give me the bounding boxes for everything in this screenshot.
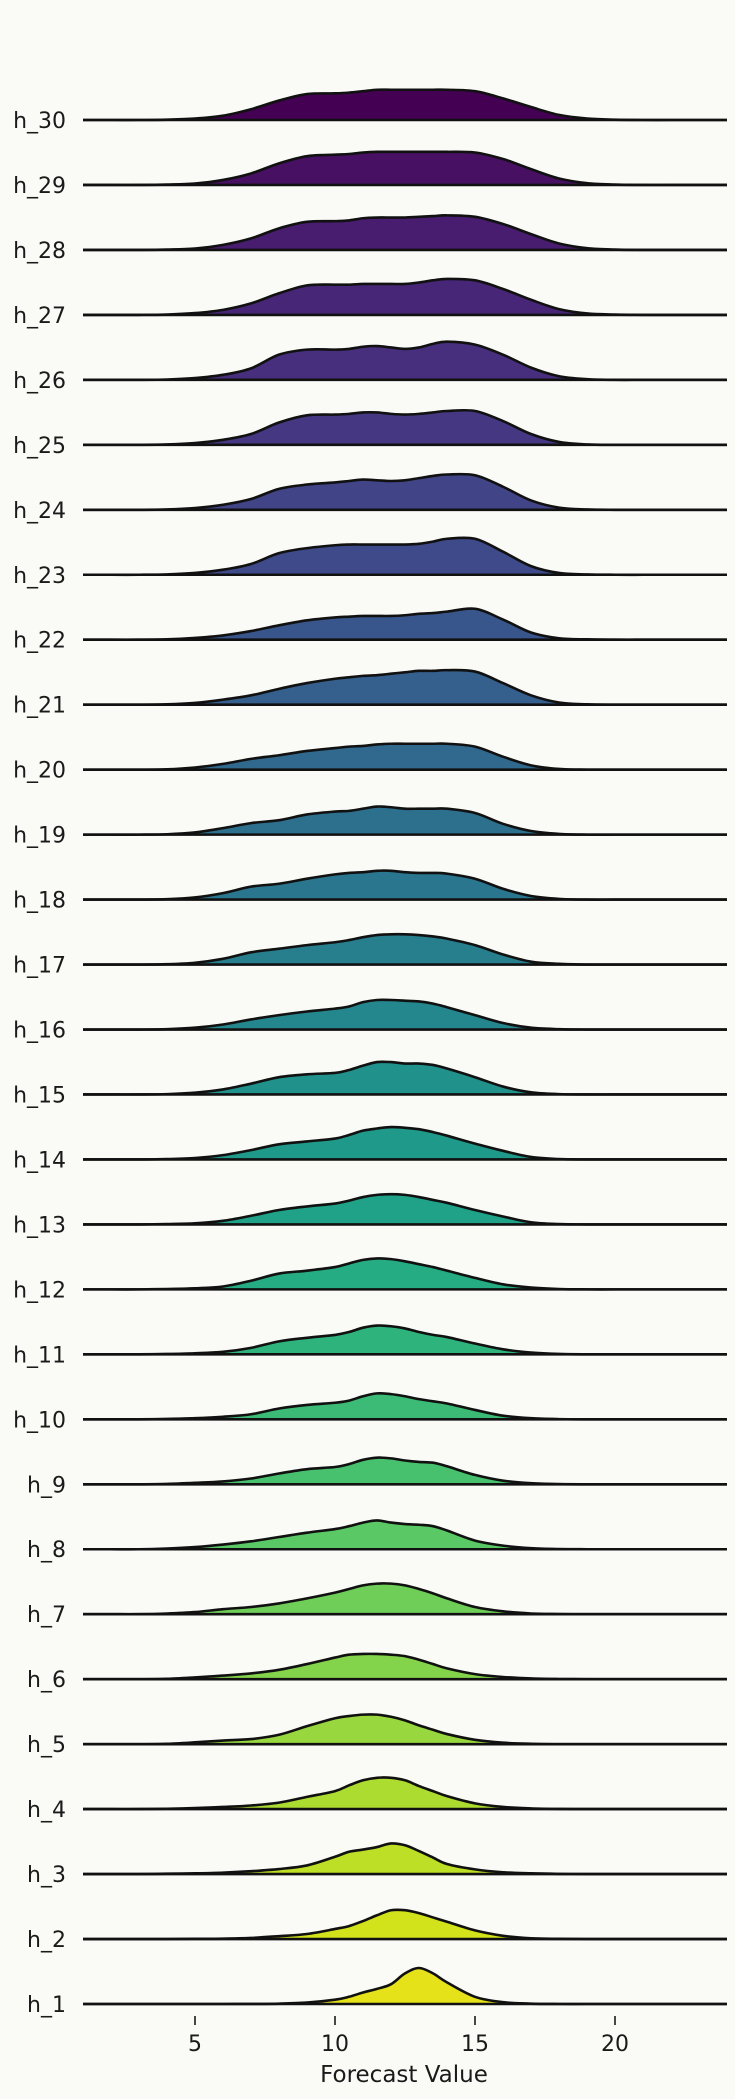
density-area xyxy=(83,1714,727,1745)
density-area xyxy=(83,1393,727,1420)
density-area xyxy=(83,1843,727,1875)
ridge-h-11: h_11 xyxy=(13,1324,727,1368)
row-label: h_2 xyxy=(27,1928,66,1953)
density-area xyxy=(83,1520,727,1550)
ridge-h-21: h_21 xyxy=(13,668,727,719)
density-area xyxy=(83,1325,727,1355)
density-area xyxy=(83,1061,727,1095)
density-area xyxy=(83,1258,727,1290)
row-label: h_3 xyxy=(27,1863,66,1888)
row-label: h_6 xyxy=(27,1668,66,1693)
ridge-h-27: h_27 xyxy=(13,277,727,329)
ridge-h-2: h_2 xyxy=(27,1908,727,1953)
ridge-h-16: h_16 xyxy=(13,998,727,1044)
density-area xyxy=(83,1653,727,1680)
row-label: h_8 xyxy=(27,1538,66,1563)
row-label: h_24 xyxy=(13,499,66,524)
row-label: h_7 xyxy=(27,1603,66,1628)
row-label: h_17 xyxy=(13,954,66,979)
row-label: h_20 xyxy=(13,759,66,784)
density-area xyxy=(83,1777,727,1810)
ridge-h-3: h_3 xyxy=(27,1842,727,1888)
density-area xyxy=(83,743,727,770)
x-tick-label: 15 xyxy=(461,2032,489,2057)
ridge-h-19: h_19 xyxy=(13,805,727,849)
density-area xyxy=(83,89,727,121)
ridge-h-14: h_14 xyxy=(13,1125,727,1173)
row-label: h_15 xyxy=(13,1083,66,1108)
row-label: h_30 xyxy=(13,109,66,134)
density-area xyxy=(83,1194,727,1225)
density-area xyxy=(83,608,727,640)
density-area xyxy=(83,999,727,1030)
ridge-h-18: h_18 xyxy=(13,869,727,914)
row-label: h_5 xyxy=(27,1733,66,1758)
row-label: h_25 xyxy=(13,434,66,459)
row-label: h_22 xyxy=(13,629,66,654)
ridgeline-plot-area: h_30 h_29 h_28 h_27 h_26 h_25 h_24 h_23 h_22 h_21… xyxy=(13,88,727,2018)
row-label: h_19 xyxy=(13,824,66,849)
row-label: h_10 xyxy=(13,1408,66,1433)
ridge-h-17: h_17 xyxy=(13,932,727,979)
density-area xyxy=(83,215,727,250)
row-label: h_1 xyxy=(27,1993,66,2018)
ridge-h-22: h_22 xyxy=(13,607,727,654)
row-label: h_16 xyxy=(13,1019,66,1044)
density-area xyxy=(83,934,727,965)
ridge-h-15: h_15 xyxy=(13,1060,727,1108)
ridge-h-24: h_24 xyxy=(13,472,727,524)
density-area xyxy=(83,537,727,575)
row-label: h_11 xyxy=(13,1343,66,1368)
ridge-h-4: h_4 xyxy=(27,1776,727,1823)
density-area xyxy=(83,1968,727,2005)
density-area xyxy=(83,1127,727,1160)
density-area xyxy=(83,151,727,185)
density-area xyxy=(83,1909,727,1940)
x-axis: 5 10 15 20 xyxy=(188,2016,629,2057)
ridge-h-25: h_25 xyxy=(13,408,727,459)
density-area xyxy=(83,1457,727,1485)
ridge-h-8: h_8 xyxy=(27,1519,727,1563)
row-label: h_26 xyxy=(13,369,66,394)
row-label: h_23 xyxy=(13,564,66,589)
density-area xyxy=(83,806,727,835)
ridge-h-13: h_13 xyxy=(13,1192,727,1238)
row-label: h_9 xyxy=(27,1473,66,1498)
x-tick-label: 20 xyxy=(601,2032,629,2057)
density-area xyxy=(83,670,727,705)
row-label: h_4 xyxy=(27,1798,66,1823)
x-tick-label: 5 xyxy=(188,2032,202,2057)
ridge-h-9: h_9 xyxy=(27,1456,727,1498)
row-label: h_12 xyxy=(13,1278,66,1303)
ridge-h-28: h_28 xyxy=(13,214,727,264)
ridge-h-7: h_7 xyxy=(27,1582,727,1628)
density-area xyxy=(83,341,727,380)
row-label: h_13 xyxy=(13,1213,66,1238)
ridge-h-30: h_30 xyxy=(13,88,727,134)
row-label: h_27 xyxy=(13,304,66,329)
ridge-h-29: h_29 xyxy=(13,150,727,199)
ridge-h-1: h_1 xyxy=(27,1966,727,2018)
ridge-h-10: h_10 xyxy=(13,1391,727,1433)
x-tick-label: 10 xyxy=(321,2032,349,2057)
row-label: h_28 xyxy=(13,239,66,264)
row-label: h_29 xyxy=(13,174,66,199)
x-axis-label: Forecast Value xyxy=(320,2062,488,2088)
row-label: h_14 xyxy=(13,1148,66,1173)
row-label: h_21 xyxy=(13,694,66,719)
density-area xyxy=(83,870,727,900)
ridge-h-5: h_5 xyxy=(27,1713,727,1758)
ridge-h-12: h_12 xyxy=(13,1257,727,1303)
ridge-h-26: h_26 xyxy=(13,340,727,394)
row-label: h_18 xyxy=(13,889,66,914)
ridge-h-6: h_6 xyxy=(27,1652,727,1693)
ridge-h-20: h_20 xyxy=(13,742,727,784)
density-area xyxy=(83,1583,727,1615)
ridge-h-23: h_23 xyxy=(13,536,727,589)
